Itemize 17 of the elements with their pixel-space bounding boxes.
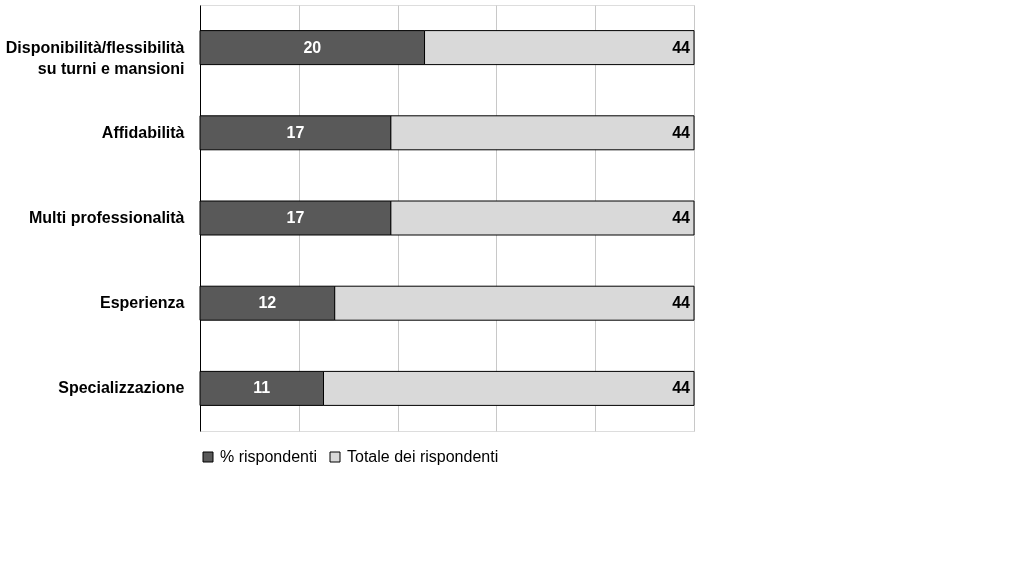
total-label: 44 — [672, 38, 691, 56]
data-label: 17 — [286, 123, 305, 141]
legend-label: % rispondenti — [220, 448, 317, 465]
y-tick-label: Disponibilità/flessibilità su turni e mansioni — [5, 38, 185, 77]
y-tick-label: Multi professionalità — [28, 209, 185, 226]
data-label: 20 — [303, 38, 322, 56]
total-label: 44 — [672, 123, 691, 141]
total-label: 44 — [672, 209, 691, 226]
y-tick-label: Affidabilità — [101, 123, 185, 141]
legend-label: Totale dei rispondenti — [347, 448, 499, 465]
data-label: 17 — [286, 209, 305, 226]
data-label: 12 — [258, 294, 277, 312]
total-label: 44 — [672, 294, 691, 312]
data-label: 11 — [253, 379, 271, 397]
total-label: 44 — [672, 379, 691, 397]
y-tick-label: Esperienza — [100, 294, 185, 312]
y-tick-label: Specializzazione — [58, 379, 185, 397]
